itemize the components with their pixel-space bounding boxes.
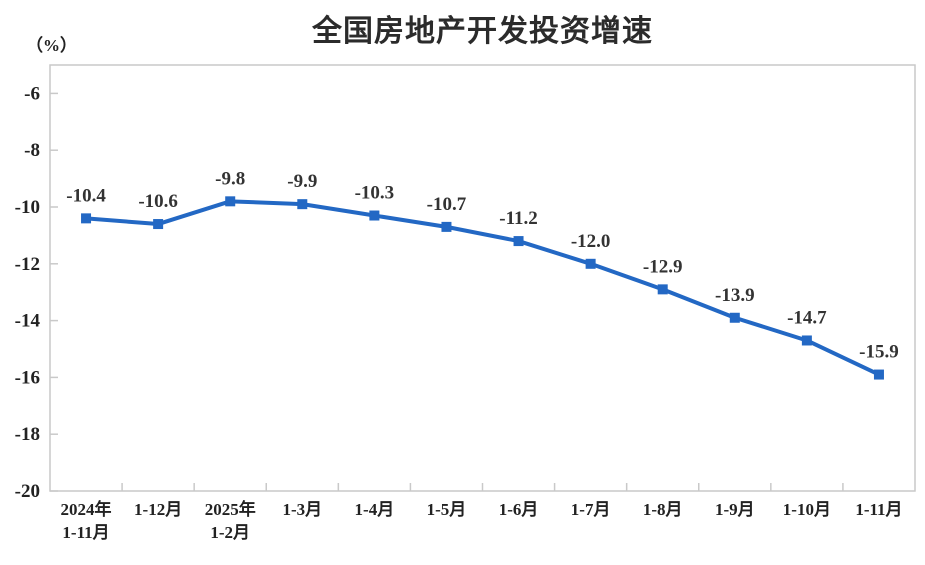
x-tick-label: 1-4月 (355, 500, 395, 519)
data-point-label: -15.9 (859, 342, 899, 363)
y-tick-label: -18 (15, 424, 40, 445)
x-tick-label: 1-5月 (427, 500, 467, 519)
y-axis-unit-label: （%） (26, 36, 77, 55)
data-point-label: -14.7 (787, 307, 827, 328)
data-point-marker (369, 210, 380, 221)
data-point-label: -10.6 (138, 191, 178, 212)
y-tick-label: -10 (15, 197, 40, 218)
data-point-marker (801, 335, 812, 346)
data-point-label: -10.4 (66, 185, 106, 206)
data-point-marker (441, 221, 452, 232)
y-tick-label: -8 (24, 140, 40, 161)
data-point-label: -10.3 (355, 183, 395, 204)
data-point-marker (657, 284, 668, 295)
y-tick-label: -14 (15, 311, 41, 332)
data-point-marker (513, 236, 524, 247)
x-tick-label: 1-3月 (282, 500, 322, 519)
y-tick-label: -6 (24, 83, 40, 104)
x-tick-label: 1-8月 (643, 500, 683, 519)
chart-title: 全国房地产开发投资增速 (312, 15, 653, 48)
data-point-label: -12.0 (571, 231, 611, 252)
data-point-marker (873, 369, 884, 380)
data-point-marker (225, 196, 236, 207)
data-point-marker (729, 312, 740, 323)
x-tick-label: 2024年 1-11月 (61, 499, 112, 542)
x-tick-label: 1-6月 (499, 500, 539, 519)
data-point-label: -11.2 (499, 208, 538, 229)
y-tick-label: -12 (15, 254, 40, 275)
data-point-label: -9.9 (287, 171, 317, 192)
data-point-label: -13.9 (715, 285, 755, 306)
data-point-marker (585, 258, 596, 269)
x-tick-label: 1-7月 (571, 500, 611, 519)
y-tick-label: -16 (15, 367, 40, 388)
trend-line (84, 199, 881, 377)
plot-border (49, 64, 916, 492)
x-tick-label: 1-9月 (715, 500, 755, 519)
y-tick-label: -20 (15, 481, 40, 502)
data-point-label: -9.8 (215, 168, 245, 189)
data-point-marker (153, 219, 164, 230)
data-point-label: -10.7 (427, 194, 467, 215)
x-tick-label: 1-11月 (855, 500, 902, 519)
x-tick-label: 1-12月 (134, 500, 182, 519)
x-tick-label: 2025年 1-2月 (205, 499, 256, 542)
data-point-marker (297, 199, 308, 210)
data-point-label: -12.9 (643, 256, 683, 277)
data-point-marker (81, 213, 92, 224)
x-tick-label: 1-10月 (783, 500, 831, 519)
